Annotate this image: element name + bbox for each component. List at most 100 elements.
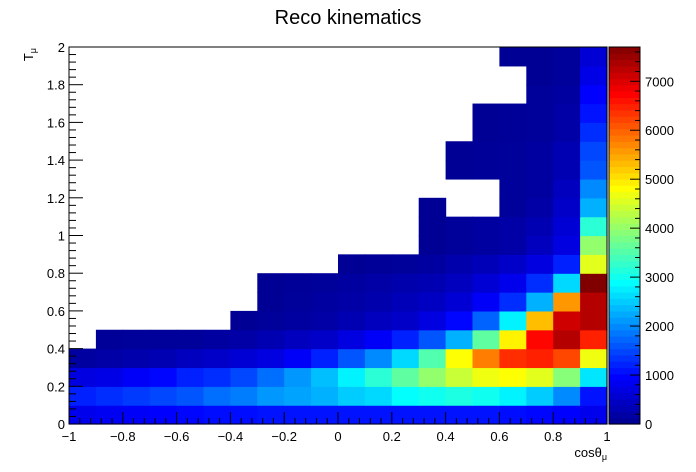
color-bar-segment xyxy=(609,260,640,268)
y-axis-label: Tμ xyxy=(21,48,38,61)
heatmap-cell xyxy=(311,273,339,293)
heatmap-cell xyxy=(122,405,151,425)
y-axis-label-main: T xyxy=(21,53,36,61)
x-tick-label: −0.4 xyxy=(218,429,244,444)
heatmap-cell xyxy=(338,273,366,293)
heatmap-cell xyxy=(526,235,554,255)
heatmap-cell xyxy=(472,292,500,312)
heatmap-cell xyxy=(364,348,393,369)
heatmap-cell xyxy=(95,405,124,425)
heatmap-cell xyxy=(526,273,554,293)
heatmap-cell xyxy=(472,405,500,425)
x-axis-label-main: cosθ xyxy=(574,445,601,460)
y-tick-label: 1.6 xyxy=(47,115,65,130)
heatmap-cell xyxy=(311,405,339,425)
heatmap-cell xyxy=(230,329,258,350)
heatmap-cell xyxy=(580,178,608,199)
color-bar-segment xyxy=(609,178,640,186)
heatmap-cell xyxy=(311,348,339,369)
heatmap-cell xyxy=(418,197,447,218)
heatmap-cell xyxy=(526,405,554,425)
heatmap-cell xyxy=(580,254,608,274)
heatmap-cell xyxy=(526,386,554,406)
heatmap-cell xyxy=(499,160,527,180)
heatmap-cell xyxy=(122,348,151,369)
heatmap-cell xyxy=(553,178,581,199)
heatmap-cell xyxy=(472,386,500,406)
heatmap-cell xyxy=(338,310,366,331)
color-bar-segment xyxy=(609,392,640,400)
heatmap-cell xyxy=(580,197,608,218)
x-tick-label: 0.8 xyxy=(544,429,562,444)
y-tick-label: 0.2 xyxy=(47,379,65,394)
heatmap-cell xyxy=(418,216,447,237)
color-bar-segment xyxy=(609,72,640,80)
color-bar-segment xyxy=(609,147,640,155)
heatmap-cell xyxy=(526,122,554,142)
heatmap-cell xyxy=(203,386,231,406)
heatmap-cell xyxy=(499,178,527,199)
heatmap-cell xyxy=(499,141,527,161)
heatmap-cell xyxy=(445,273,474,293)
heatmap-cell xyxy=(284,386,312,406)
heatmap-cell xyxy=(311,292,339,312)
heatmap-cell xyxy=(580,235,608,255)
color-bar-segment xyxy=(609,47,640,54)
x-tick-label: −0.8 xyxy=(110,429,136,444)
heatmap-cell xyxy=(553,160,581,180)
heatmap-cell xyxy=(553,254,581,274)
heatmap-cell xyxy=(149,405,178,425)
heatmap-cell xyxy=(580,329,608,350)
color-bar-segment xyxy=(609,292,640,299)
heatmap-cell xyxy=(526,103,554,123)
color-bar-segment xyxy=(609,342,640,350)
heatmap-cell xyxy=(284,292,312,312)
color-bar-segment xyxy=(609,128,640,136)
heatmap-cell xyxy=(364,386,393,406)
heatmap-cell xyxy=(284,329,312,350)
heatmap-cell xyxy=(418,367,447,387)
heatmap-cell xyxy=(580,84,608,105)
color-bar-tick-label: 7000 xyxy=(645,74,674,89)
heatmap-cell xyxy=(472,273,500,293)
y-tick-label: 0.4 xyxy=(47,342,65,357)
heatmap-cell xyxy=(257,386,285,406)
heatmap-cell xyxy=(553,235,581,255)
color-bar-segment xyxy=(609,53,640,61)
heatmap-cell xyxy=(526,47,554,67)
heatmap-cell xyxy=(580,405,608,425)
heatmap-cell xyxy=(284,273,312,293)
color-bar-segment xyxy=(609,405,640,413)
heatmap-cell xyxy=(257,405,285,425)
heatmap-cell xyxy=(445,310,474,331)
heatmap-cell xyxy=(391,273,420,293)
color-bar-segment xyxy=(609,304,640,312)
heatmap-cell xyxy=(472,216,500,237)
color-bar-segment xyxy=(609,235,640,243)
color-bar-tick-label: 3000 xyxy=(645,270,674,285)
heatmap-cell xyxy=(364,367,393,387)
color-bar-segment xyxy=(609,336,640,343)
heatmap-cell xyxy=(553,292,581,312)
heatmap-cell xyxy=(149,329,178,350)
heatmap-cell xyxy=(472,254,500,274)
heatmap-cell xyxy=(499,386,527,406)
heatmap-cell xyxy=(203,367,231,387)
heatmap-cell xyxy=(580,348,608,369)
heatmap-cell xyxy=(338,292,366,312)
heatmap-cell xyxy=(445,386,474,406)
heatmap-cell xyxy=(418,386,447,406)
heatmap-cell xyxy=(203,329,231,350)
x-tick-label: 0 xyxy=(334,429,341,444)
color-bar-segment xyxy=(609,241,640,249)
heatmap-cell xyxy=(445,292,474,312)
heatmap-cell xyxy=(230,367,258,387)
heatmap-cell xyxy=(176,405,205,425)
color-bar-segment xyxy=(609,65,640,73)
heatmap-cell xyxy=(472,329,500,350)
heatmap-cell xyxy=(176,386,205,406)
heatmap-cell xyxy=(284,310,312,331)
heatmap-cell xyxy=(122,367,151,387)
chart-title: Reco kinematics xyxy=(275,7,422,29)
